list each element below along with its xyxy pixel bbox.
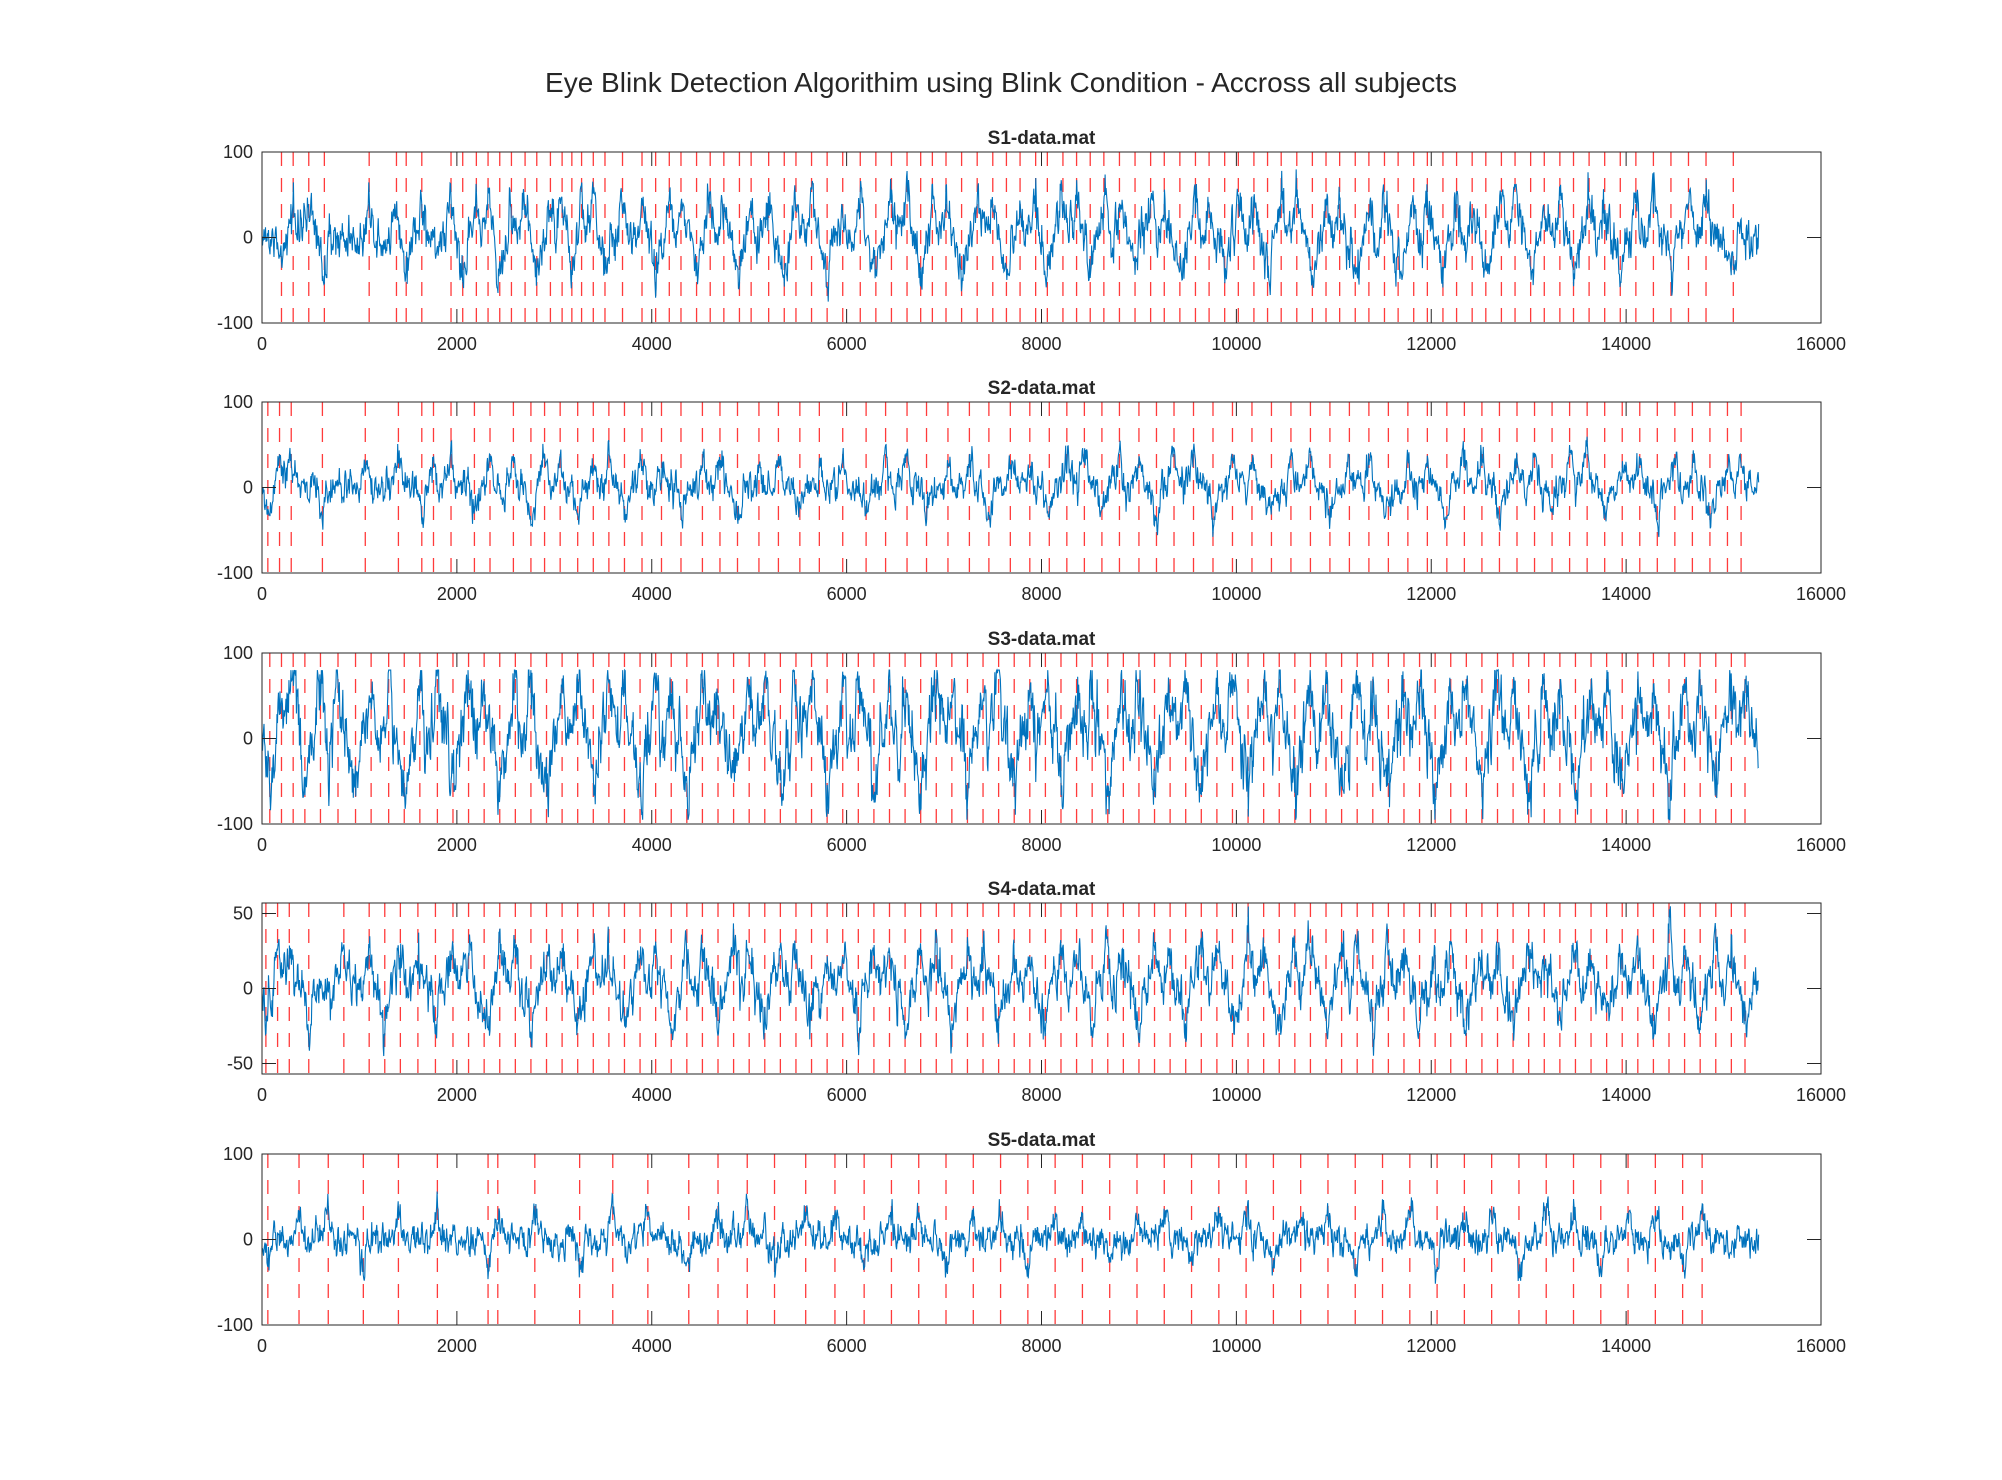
x-tick-label: 14000 — [1601, 1336, 1651, 1356]
x-tick-label: 2000 — [437, 835, 477, 855]
subplot-1: 0 2000 4000 6000 8000 10000 12000 14000 16000 -10… — [217, 128, 1846, 354]
x-tick-label: 0 — [257, 835, 267, 855]
x-tick-label: 12000 — [1406, 1336, 1456, 1356]
y-tick-label: 100 — [223, 1144, 253, 1164]
signal-line — [262, 668, 1759, 821]
x-tick-label: 2000 — [437, 584, 477, 604]
x-tick-label: 8000 — [1021, 334, 1061, 354]
y-tick-label: 100 — [223, 392, 253, 412]
x-tick-label: 14000 — [1601, 584, 1651, 604]
y-tick-label: 0 — [243, 228, 253, 248]
x-tick-label: 4000 — [632, 334, 672, 354]
subplot-4: 0 2000 4000 6000 8000 10000 12000 14000 16000 -50… — [227, 879, 1846, 1105]
x-tick-label: 2000 — [437, 1085, 477, 1105]
x-tick-label: 6000 — [827, 1085, 867, 1105]
x-tick-label: 10000 — [1211, 334, 1261, 354]
subplot-3: 0 2000 4000 6000 8000 10000 12000 14000 16000 -10… — [217, 629, 1846, 855]
x-tick-label: 16000 — [1796, 334, 1846, 354]
x-tick-label: 8000 — [1021, 1336, 1061, 1356]
plot-area — [262, 903, 1821, 1074]
x-tick-label: 10000 — [1211, 835, 1261, 855]
signal-line — [262, 906, 1760, 1057]
x-tick-label: 8000 — [1021, 584, 1061, 604]
x-tick-label: 0 — [257, 1336, 267, 1356]
blink-markers — [267, 402, 1742, 573]
signal-line — [262, 169, 1760, 302]
blink-markers — [267, 1154, 1703, 1325]
y-tick-label: 100 — [223, 643, 253, 663]
x-tick-label: 4000 — [632, 584, 672, 604]
x-tick-label: 4000 — [632, 835, 672, 855]
y-tick-label: -100 — [217, 814, 253, 834]
figure-title: Eye Blink Detection Algorithim using Bli… — [545, 67, 1457, 98]
subplot-title: S4-data.mat — [988, 879, 1096, 900]
x-tick-label: 10000 — [1211, 1085, 1261, 1105]
x-tick-label: 8000 — [1021, 1085, 1061, 1105]
x-tick-label: 12000 — [1406, 1085, 1456, 1105]
x-tick-label: 0 — [257, 1085, 267, 1105]
x-tick-label: 4000 — [632, 1336, 672, 1356]
x-tick-label: 6000 — [827, 835, 867, 855]
y-tick-label: -100 — [217, 563, 253, 583]
x-tick-label: 6000 — [827, 1336, 867, 1356]
x-tick-label: 12000 — [1406, 334, 1456, 354]
y-tick-label: -100 — [217, 313, 253, 333]
y-tick-label: -50 — [227, 1054, 253, 1074]
subplot-title: S5-data.mat — [988, 1130, 1096, 1151]
signal-line — [262, 1191, 1760, 1284]
blink-markers — [265, 903, 1746, 1074]
y-tick-label: 0 — [243, 979, 253, 999]
x-tick-label: 0 — [257, 584, 267, 604]
x-tick-label: 14000 — [1601, 334, 1651, 354]
x-tick-label: 10000 — [1211, 1336, 1261, 1356]
x-tick-label: 6000 — [827, 584, 867, 604]
x-tick-label: 16000 — [1796, 1085, 1846, 1105]
x-tick-label: 0 — [257, 334, 267, 354]
signal-line — [262, 436, 1760, 538]
x-tick-label: 8000 — [1021, 835, 1061, 855]
y-tick-label: 0 — [243, 478, 253, 498]
y-tick-label: -100 — [217, 1315, 253, 1335]
subplot-5: 0 2000 4000 6000 8000 10000 12000 14000 16000 -10… — [217, 1130, 1846, 1356]
subplot-title: S3-data.mat — [988, 629, 1096, 650]
x-tick-label: 2000 — [437, 334, 477, 354]
y-tick-label: 100 — [223, 142, 253, 162]
y-tick-label: 0 — [243, 729, 253, 749]
x-tick-label: 12000 — [1406, 584, 1456, 604]
x-tick-label: 4000 — [632, 1085, 672, 1105]
subplot-title: S2-data.mat — [988, 378, 1096, 399]
x-tick-label: 16000 — [1796, 1336, 1846, 1356]
x-tick-label: 6000 — [827, 334, 867, 354]
x-tick-label: 14000 — [1601, 835, 1651, 855]
x-tick-label: 14000 — [1601, 1085, 1651, 1105]
subplot-title: S1-data.mat — [988, 128, 1096, 149]
y-tick-label: 0 — [243, 1230, 253, 1250]
x-tick-label: 12000 — [1406, 835, 1456, 855]
x-tick-label: 16000 — [1796, 835, 1846, 855]
subplots: 0 2000 4000 6000 8000 10000 12000 14000 16000-10… — [217, 128, 1846, 1356]
blink-markers — [280, 152, 1734, 323]
plot-area — [262, 653, 1821, 824]
x-tick-label: 16000 — [1796, 584, 1846, 604]
x-tick-label: 10000 — [1211, 584, 1261, 604]
subplot-2: 0 2000 4000 6000 8000 10000 12000 14000 16000 -10… — [217, 378, 1846, 604]
y-tick-label: 50 — [233, 904, 253, 924]
x-tick-label: 2000 — [437, 1336, 477, 1356]
